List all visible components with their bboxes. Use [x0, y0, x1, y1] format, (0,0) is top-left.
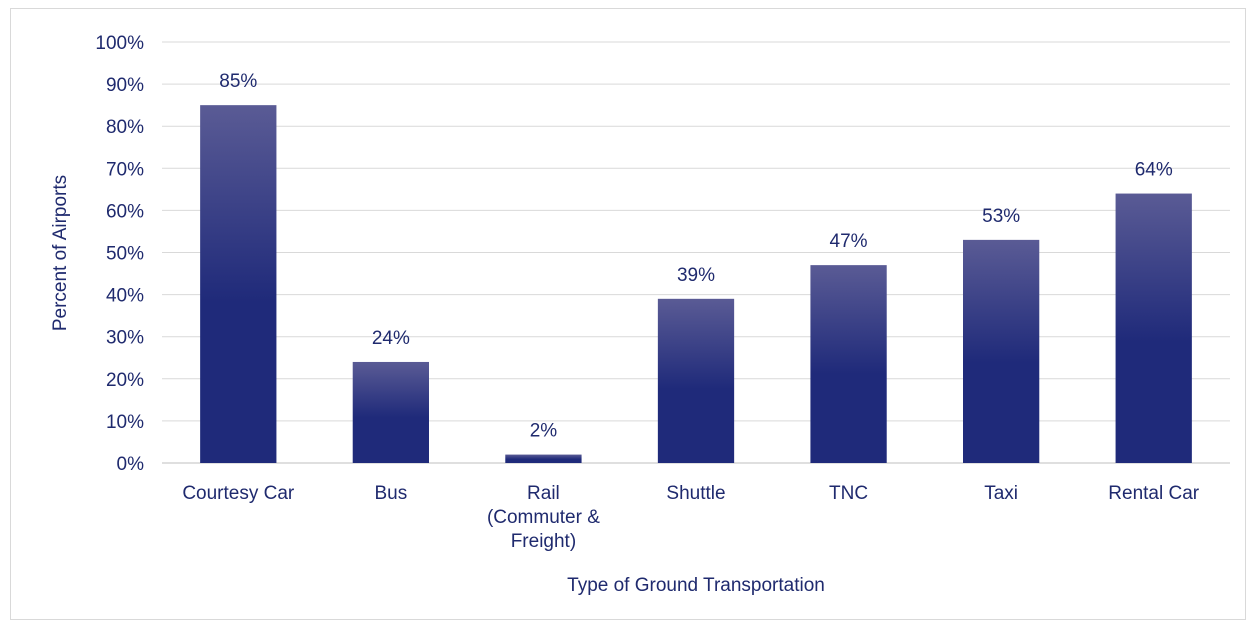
- y-tick-label: 40%: [106, 286, 144, 307]
- y-tick-label: 60%: [106, 201, 144, 222]
- y-tick-label: 90%: [106, 75, 144, 96]
- bar: [352, 361, 429, 463]
- x-tick-label-line: Rail: [527, 483, 560, 504]
- bar: [657, 298, 735, 463]
- data-label: 64%: [1135, 160, 1173, 181]
- data-label: 47%: [830, 231, 868, 252]
- x-tick-label-line: Freight): [511, 531, 576, 552]
- y-tick-label: 50%: [106, 244, 144, 265]
- x-tick-label: Shuttle: [666, 483, 725, 504]
- gridlines: [162, 41, 1230, 464]
- y-tick-label: 0%: [117, 454, 145, 475]
- data-label: 2%: [530, 421, 558, 442]
- x-tick-label-line: Taxi: [984, 483, 1018, 504]
- x-tick-label-line: TNC: [829, 483, 868, 504]
- y-axis-ticks: 0% 10% 20% 30% 40% 50% 60% 70% 80% 90% 100%: [95, 33, 144, 475]
- data-label: 39%: [677, 265, 715, 286]
- data-labels: 85% 24% 2% 39% 47% 53% 64%: [219, 71, 1173, 441]
- x-axis-title: Type of Ground Transportation: [567, 575, 825, 596]
- data-label: 85%: [219, 71, 257, 92]
- x-tick-label-line: Bus: [374, 483, 407, 504]
- x-axis-categories: Courtesy Car Bus Rail (Commuter & Freight) Sh…: [182, 483, 1199, 552]
- x-tick-label-line: (Commuter &: [487, 507, 600, 528]
- y-tick-label: 20%: [106, 370, 144, 391]
- x-tick-label: Rental Car: [1108, 483, 1199, 504]
- x-tick-label-line: Rental Car: [1108, 483, 1199, 504]
- x-tick-label: Courtesy Car: [182, 483, 295, 504]
- bar: [1115, 193, 1192, 463]
- x-tick-label: Taxi: [984, 483, 1018, 504]
- bar: [810, 265, 887, 463]
- x-tick-label: Rail (Commuter & Freight): [487, 483, 600, 552]
- y-tick-label: 70%: [106, 159, 144, 180]
- x-tick-label-line: Shuttle: [666, 483, 725, 504]
- y-tick-label: 10%: [106, 412, 144, 433]
- data-label: 24%: [372, 328, 410, 349]
- x-tick-label: Bus: [374, 483, 407, 504]
- bar: [963, 239, 1040, 463]
- bars: [200, 105, 1192, 464]
- y-axis-title: Percent of Airports: [50, 175, 71, 331]
- data-label: 53%: [982, 206, 1020, 227]
- y-tick-label: 30%: [106, 328, 144, 349]
- x-tick-label-line: Courtesy Car: [182, 483, 295, 504]
- bar: [505, 454, 582, 463]
- x-tick-label: TNC: [829, 483, 868, 504]
- y-tick-label: 100%: [95, 33, 144, 54]
- y-tick-label: 80%: [106, 117, 144, 138]
- bar: [200, 105, 277, 464]
